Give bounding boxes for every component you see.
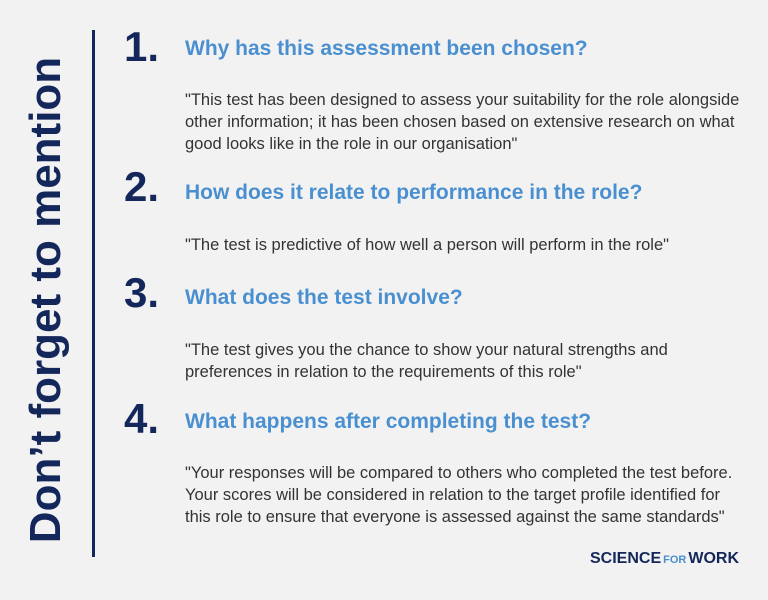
divider — [92, 30, 95, 557]
item-number: 4. — [124, 395, 160, 442]
item-number: 2. — [124, 163, 160, 210]
sidebar: Don’t forget to mention — [21, 57, 70, 543]
item-answer: "The test is predictive of how well a pe… — [185, 236, 670, 254]
logo: SCIENCE FOR WORK — [590, 550, 739, 568]
logo-text: FOR — [663, 554, 687, 566]
item-answer: "Your responses will be compared to othe… — [185, 464, 733, 526]
logo-text: WORK — [688, 550, 740, 567]
item-answer: "This test has been designed to assess y… — [185, 91, 740, 153]
item-question: Why has this assessment been chosen? — [185, 37, 588, 60]
item-question: What happens after completing the test? — [185, 410, 592, 433]
item-number: 3. — [124, 269, 160, 316]
logo-text: SCIENCE — [590, 550, 662, 567]
item-question: How does it relate to performance in the… — [185, 181, 643, 204]
item-answer: "The test gives you the chance to show y… — [185, 341, 668, 381]
item-question: What does the test involve? — [185, 286, 463, 309]
item-number: 1. — [124, 23, 160, 70]
sidebar-title: Don’t forget to mention — [21, 57, 70, 543]
